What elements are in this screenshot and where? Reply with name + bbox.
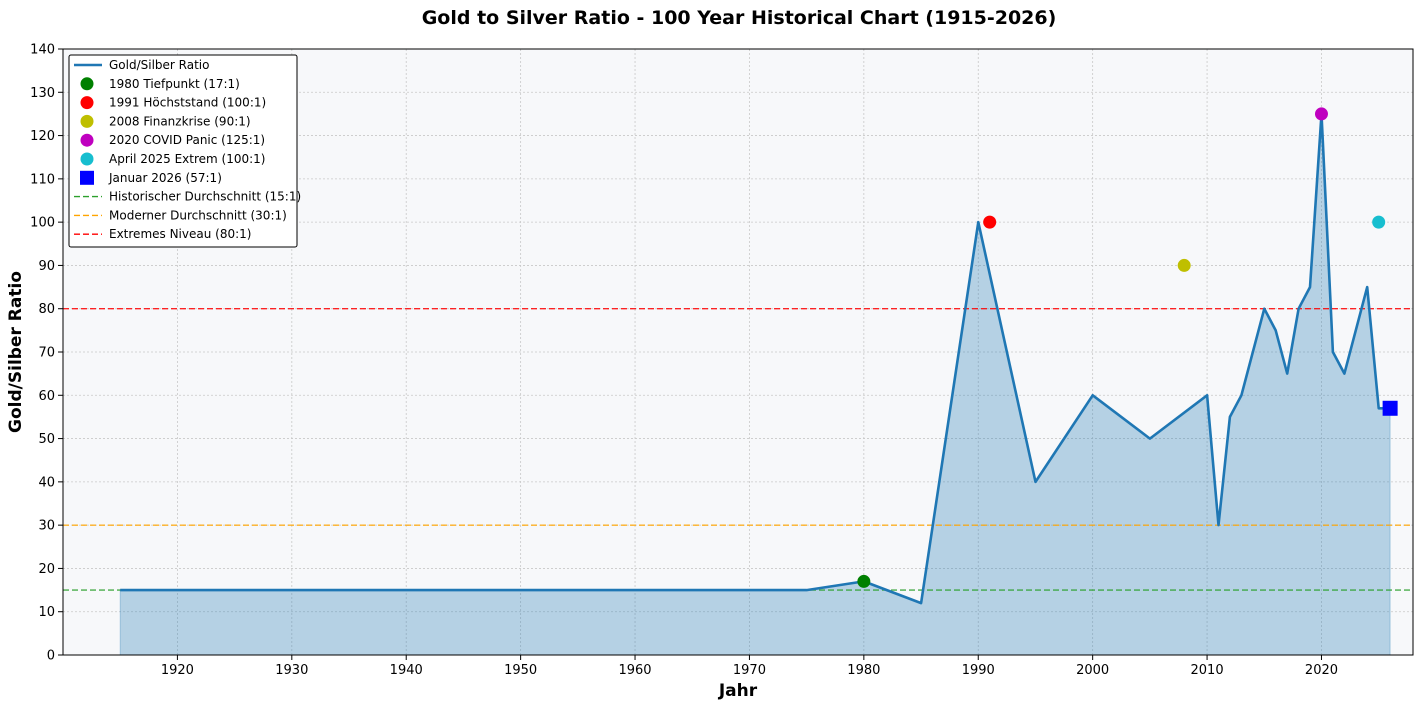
- x-tick-label: 1920: [161, 663, 194, 678]
- y-tick-label: 20: [38, 562, 55, 577]
- y-tick-label: 10: [38, 605, 55, 620]
- y-tick-label: 50: [38, 432, 55, 447]
- marker-point: [1177, 258, 1191, 272]
- y-tick-label: 140: [30, 43, 55, 58]
- legend-swatch: [80, 170, 94, 185]
- legend-swatch: [80, 133, 94, 147]
- legend-swatch: [80, 152, 94, 166]
- y-tick-label: 0: [47, 649, 55, 664]
- legend: Gold/Silber Ratio 1980 Tiefpunkt (17:1) 19…: [68, 54, 301, 248]
- y-tick-label: 30: [38, 519, 55, 534]
- x-tick-label: 1960: [618, 663, 651, 678]
- y-tick-label: 40: [38, 475, 55, 490]
- x-tick-label: 1990: [962, 663, 995, 678]
- y-tick-label: 120: [30, 129, 55, 144]
- legend-label: Historischer Durchschnitt (15:1): [109, 190, 301, 204]
- x-tick-label: 1930: [275, 663, 308, 678]
- x-tick-label: 2010: [1191, 663, 1224, 678]
- y-tick-label: 130: [30, 86, 55, 101]
- legend-label: Extremes Niveau (80:1): [109, 227, 251, 241]
- legend-box: [68, 54, 298, 248]
- markers: [857, 107, 1398, 588]
- y-tick-label: 80: [38, 302, 55, 317]
- legend-label: Moderner Durchschnitt (30:1): [109, 208, 287, 222]
- chart-title: Gold to Silver Ratio - 100 Year Historic…: [422, 7, 1057, 29]
- legend-label: 1991 Höchststand (100:1): [109, 96, 266, 110]
- legend-label: 2008 Finanzkrise (90:1): [109, 114, 251, 128]
- legend-swatch: [80, 114, 94, 128]
- legend-label: 2020 COVID Panic (125:1): [109, 133, 265, 147]
- y-tick-label: 110: [30, 172, 55, 187]
- y-axis-ticks: 0 10 20 30 40 50 60 70 80 90 100 110 120 130 140: [30, 43, 63, 664]
- marker-point: [983, 215, 997, 229]
- y-axis-label: Gold/Silber Ratio: [6, 271, 26, 433]
- legend-swatch: [80, 77, 94, 91]
- series-line-layer: [120, 112, 1391, 605]
- x-tick-label: 1970: [733, 663, 766, 678]
- x-tick-label: 2020: [1305, 663, 1338, 678]
- legend-label: Gold/Silber Ratio: [109, 58, 209, 72]
- legend-label: April 2025 Extrem (100:1): [109, 152, 266, 166]
- legend-swatch: [80, 96, 94, 110]
- x-tick-label: 1980: [847, 663, 880, 678]
- marker-point: [1382, 400, 1398, 416]
- x-tick-label: 1950: [504, 663, 537, 678]
- x-axis-ticks: 1920 1930 1940 1950 1960 1970 1980 1990 2000 2010…: [161, 655, 1338, 678]
- legend-label: 1980 Tiefpunkt (17:1): [109, 77, 240, 91]
- legend-label: Januar 2026 (57:1): [108, 171, 222, 185]
- y-tick-label: 100: [30, 216, 55, 231]
- x-tick-label: 1940: [390, 663, 423, 678]
- marker-point: [1372, 215, 1386, 229]
- series-line: [120, 112, 1391, 605]
- marker-point: [857, 574, 871, 588]
- marker-point: [1314, 107, 1328, 121]
- x-tick-label: 2000: [1076, 663, 1109, 678]
- y-tick-label: 60: [38, 389, 55, 404]
- x-axis-label: Jahr: [718, 681, 758, 701]
- y-tick-label: 70: [38, 346, 55, 361]
- y-tick-label: 90: [38, 259, 55, 274]
